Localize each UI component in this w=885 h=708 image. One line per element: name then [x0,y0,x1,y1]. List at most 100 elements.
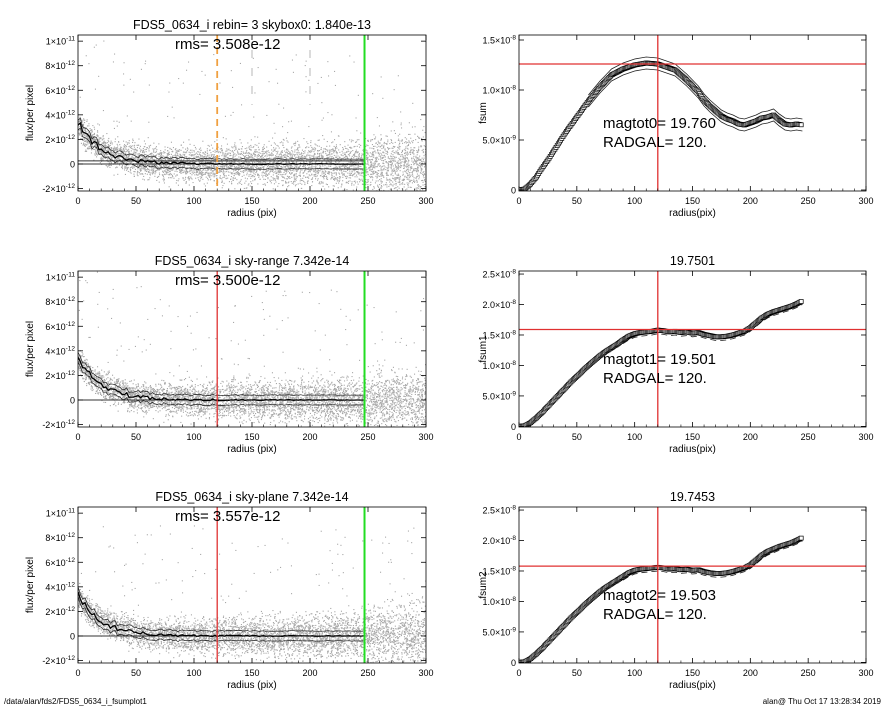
profile-1-noise-point [401,153,403,155]
profile-1-noise-point [390,173,392,175]
profile-1-noise-point [361,171,363,173]
profile-1-noise-point [400,167,402,169]
profile-1-noise-point [279,172,281,174]
profile-1-noise-point [341,150,343,152]
profile-1-noise-point [421,168,423,170]
profile-1-noise-point [206,172,208,174]
profile-1-noise-point [340,158,342,160]
profile-1-noise-point [407,166,409,168]
profile-1-noise-point [240,170,242,172]
profile-1-noise-point [286,158,288,160]
profile-1-noise-point [140,166,142,168]
profile-1-noise-point [335,172,337,174]
profile-1-noise-point [250,156,252,158]
profile-1-noise-point [382,157,384,159]
profile-1-noise-point [409,186,411,188]
profile-1-noise-point [198,170,200,172]
profile-1-noise-point [82,125,84,127]
profile-1-noise-point [100,152,102,154]
profile-1-noise-point [152,164,154,166]
profile-1-noise-point [342,164,344,166]
profile-1-noise-point [230,176,232,178]
profile-1-noise-point [123,62,125,64]
profile-1-noise-point [154,175,156,177]
profile-1-noise-point [299,175,301,177]
profile-1-noise-point [311,173,313,175]
profile-1-noise-point [245,187,247,189]
profile-1-noise-point [171,159,173,161]
profile-1-noise-point [358,153,360,155]
profile-1-noise-point [172,147,174,149]
profile-1-noise-point [230,178,232,180]
profile-1-noise-point [249,169,251,171]
profile-1-noise-point [225,150,227,152]
profile-1-noise-point [393,161,395,163]
profile-1-noise-point [362,183,364,185]
profile-1-noise-point [261,174,263,176]
profile-1-noise-point [401,165,403,167]
profile-1-noise-point [397,146,399,148]
profile-1-noise-point [318,159,320,161]
profile-1-noise-point [108,165,110,167]
profile-1-noise-point [357,165,359,167]
profile-1-noise-point [281,167,283,169]
profile-1-noise-point [226,162,228,164]
profile-1-noise-point [376,156,378,158]
profile-1-noise-point [178,158,180,160]
profile-1-noise-point [178,161,180,163]
profile-1-noise-point [87,137,89,139]
profile-1-noise-point [143,152,145,154]
profile-1-noise-point [188,164,190,166]
profile-1-noise-point [377,140,379,142]
profile-1-noise-point [104,147,106,149]
profile-1-noise-point [304,152,306,154]
profile-1-noise-point [404,154,406,156]
profile-1-noise-point [342,149,344,151]
profile-1-noise-point [407,158,409,160]
profile-1-noise-point [109,149,111,151]
profile-1-noise-point [305,91,307,93]
profile-1-noise-point [393,169,395,171]
profile-1-noise-point [399,146,401,148]
profile-1-noise-point [108,141,110,143]
profile-1-noise-point [184,161,186,163]
profile-1-noise-point [338,161,340,163]
profile-1-noise-point [239,173,241,175]
profile-1-noise-point [420,164,422,166]
profile-1-noise-point [340,164,342,166]
profile-1-noise-point [419,155,421,157]
profile-1-noise-point [357,157,359,159]
profile-1-noise-point [110,164,112,166]
profile-1-noise-point [239,165,241,167]
profile-1-noise-point [120,153,122,155]
profile-1-noise-point [256,160,258,162]
profile-1-noise-point [128,164,130,166]
profile-1-noise-point [334,178,336,180]
profile-1-noise-point [250,146,252,148]
profile-1-noise-point [111,156,113,158]
profile-1-noise-point [133,153,135,155]
profile-1-noise-point [336,180,338,182]
profile-1-noise-point [164,146,166,148]
profile-1-noise-point [86,148,88,150]
profile-1-noise-point [362,180,364,182]
profile-1-noise-point [329,145,331,147]
profile-1-noise-point [369,169,371,171]
profile-1-noise-point [179,149,181,151]
profile-1-noise-point [221,181,223,183]
profile-1-noise-point [319,170,321,172]
profile-1-noise-point [213,174,215,176]
profile-1-noise-point [164,157,166,159]
profile-1-noise-point [131,166,133,168]
profile-1-noise-point [224,155,226,157]
profile-1-noise-point [245,166,247,168]
profile-1-noise-point [365,170,367,172]
profile-1-noise-point [199,173,201,175]
profile-1-noise-point [315,156,317,158]
profile-1-noise-point [407,161,409,163]
profile-1-noise-point [102,142,104,144]
profile-1-noise-point [142,164,144,166]
profile-1-noise-point [79,134,81,136]
profile-1-noise-point [279,153,281,155]
profile-1-noise-point [319,167,321,169]
